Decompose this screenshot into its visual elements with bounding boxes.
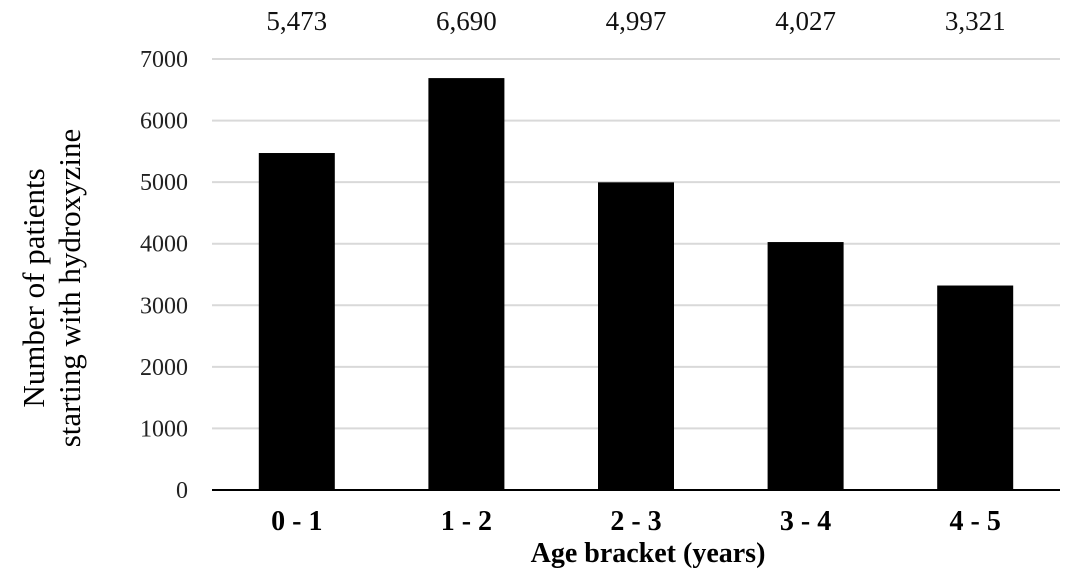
bar bbox=[428, 78, 505, 490]
x-category-label: 2 - 3 bbox=[610, 506, 661, 537]
bar bbox=[258, 153, 335, 490]
y-tick-label: 4000 bbox=[140, 232, 188, 258]
x-category-label: 0 - 1 bbox=[271, 506, 322, 537]
y-tick-label: 7000 bbox=[140, 47, 188, 73]
bar-value-label: 4,997 bbox=[606, 6, 667, 36]
x-category-label: 1 - 2 bbox=[441, 506, 492, 537]
data-labels: 5,473 6,690 4,997 4,027 3,321 bbox=[266, 6, 1005, 36]
y-axis-title-line-1: Number of patients bbox=[16, 168, 51, 407]
bar-value-label: 5,473 bbox=[266, 6, 327, 36]
y-tick-label: 5000 bbox=[140, 170, 188, 196]
bars bbox=[258, 78, 1014, 490]
bar-value-label: 6,690 bbox=[436, 6, 497, 36]
x-axis-title: Age bracket (years) bbox=[531, 538, 766, 569]
bar-value-label: 3,321 bbox=[945, 6, 1006, 36]
y-tick-label: 6000 bbox=[140, 109, 188, 135]
y-tick-label: 3000 bbox=[140, 293, 188, 319]
y-tick-label: 0 bbox=[176, 478, 188, 504]
y-axis-tick-labels: 0 1000 2000 3000 4000 5000 6000 7000 bbox=[140, 47, 188, 504]
x-category-label: 4 - 5 bbox=[950, 506, 1001, 537]
x-category-label: 3 - 4 bbox=[780, 506, 831, 537]
y-tick-label: 1000 bbox=[140, 416, 188, 442]
y-tick-label: 2000 bbox=[140, 355, 188, 381]
bar bbox=[767, 242, 844, 490]
bar bbox=[937, 285, 1014, 490]
x-axis-category-labels: 0 - 1 1 - 2 2 - 3 3 - 4 4 - 5 bbox=[271, 506, 1001, 537]
y-axis-title-line-2: starting with hydroxyzine bbox=[52, 129, 87, 448]
bar bbox=[598, 182, 674, 490]
y-axis-title: Number of patients starting with hydroxy… bbox=[16, 129, 87, 448]
bar-value-label: 4,027 bbox=[775, 6, 836, 36]
